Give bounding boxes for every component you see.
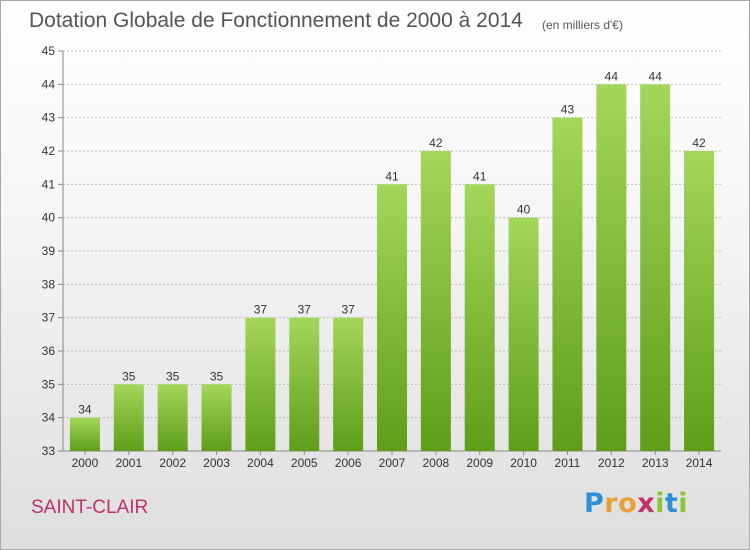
- bar-2013: [640, 84, 671, 451]
- bar-2003: [201, 384, 232, 451]
- chart-unit-label: (en milliers d'€): [542, 18, 623, 32]
- y-tick-label: 42: [42, 144, 56, 158]
- bar-2008: [420, 151, 451, 451]
- bar-2001: [113, 384, 144, 451]
- bar-2007: [377, 184, 407, 452]
- data-labels: 34 35 35 35 37 37 37 41 42 41 40 43 44 44 42: [78, 69, 706, 416]
- bar-2006: [333, 317, 364, 451]
- x-tick-label: 2002: [159, 456, 186, 470]
- x-tick-label: 2007: [379, 456, 406, 470]
- x-tick-label: 2010: [510, 456, 537, 470]
- x-tick-label: 2004: [247, 456, 274, 470]
- data-label: 40: [517, 203, 531, 217]
- logo-letter: i: [678, 488, 689, 519]
- x-tick-label: 2000: [72, 456, 99, 470]
- x-tick-label: 2006: [335, 456, 362, 470]
- logo-letter: i: [655, 488, 665, 519]
- data-label: 37: [254, 303, 268, 317]
- y-tick-label: 33: [42, 444, 56, 458]
- data-label: 37: [298, 303, 312, 317]
- logo-letter: t: [664, 488, 679, 519]
- logo-letter: o: [618, 488, 638, 519]
- x-tick-label: 2014: [686, 456, 713, 470]
- bar-2009: [464, 184, 495, 452]
- data-label: 44: [649, 69, 663, 83]
- bar-2000: [69, 417, 100, 451]
- data-label: 35: [166, 369, 180, 383]
- data-label: 43: [561, 103, 575, 117]
- y-tick-label: 40: [42, 211, 56, 225]
- x-tick-label: 2013: [642, 456, 669, 470]
- logo-letter: P: [584, 488, 605, 519]
- y-tick-label: 39: [42, 244, 56, 258]
- bar-2005: [289, 317, 320, 451]
- y-axis-ticks: 33 34 35 36 37 38 39 40 41 42 43 44 45: [42, 44, 56, 458]
- logo-letter: r: [604, 488, 619, 519]
- x-tick-label: 2008: [423, 456, 450, 470]
- bar-2014: [684, 151, 715, 451]
- bar-2010: [508, 217, 539, 451]
- y-tick-label: 41: [42, 177, 56, 191]
- data-label: 37: [341, 303, 355, 317]
- bar-2004: [245, 317, 276, 451]
- y-tick-label: 37: [42, 311, 56, 325]
- y-tick-label: 36: [42, 344, 56, 358]
- x-tick-label: 2003: [203, 456, 230, 470]
- bars: [69, 84, 715, 452]
- y-tick-label: 35: [42, 377, 56, 391]
- x-axis-ticks: 2000 2001 2002 2003 2004 2005 2006 2007 2008 2009…: [72, 451, 713, 470]
- x-tick-label: 2011: [555, 456, 581, 470]
- data-label: 41: [385, 169, 399, 183]
- x-tick-label: 2005: [291, 456, 318, 470]
- x-tick-label: 2001: [115, 456, 142, 470]
- proxiti-logo: Proxiti: [584, 488, 688, 519]
- x-tick-label: 2009: [466, 456, 493, 470]
- y-tick-label: 44: [42, 77, 56, 91]
- data-label: 42: [429, 136, 443, 150]
- data-label: 35: [210, 369, 224, 383]
- data-label: 34: [78, 403, 92, 417]
- bar-2011: [552, 117, 583, 452]
- bar-2012: [596, 84, 627, 451]
- data-label: 44: [605, 69, 619, 83]
- y-tick-label: 45: [42, 44, 56, 58]
- y-tick-label: 34: [42, 411, 56, 425]
- y-tick-label: 43: [42, 111, 56, 125]
- commune-name: SAINT-CLAIR: [31, 497, 149, 518]
- x-tick-label: 2012: [598, 456, 625, 470]
- data-label: 41: [473, 169, 487, 183]
- data-label: 42: [692, 136, 706, 150]
- bar-2002: [157, 384, 188, 451]
- y-tick-label: 38: [42, 277, 56, 291]
- chart-title: Dotation Globale de Fonctionnement de 20…: [29, 9, 523, 32]
- data-label: 35: [122, 369, 136, 383]
- logo-letter: x: [637, 488, 656, 519]
